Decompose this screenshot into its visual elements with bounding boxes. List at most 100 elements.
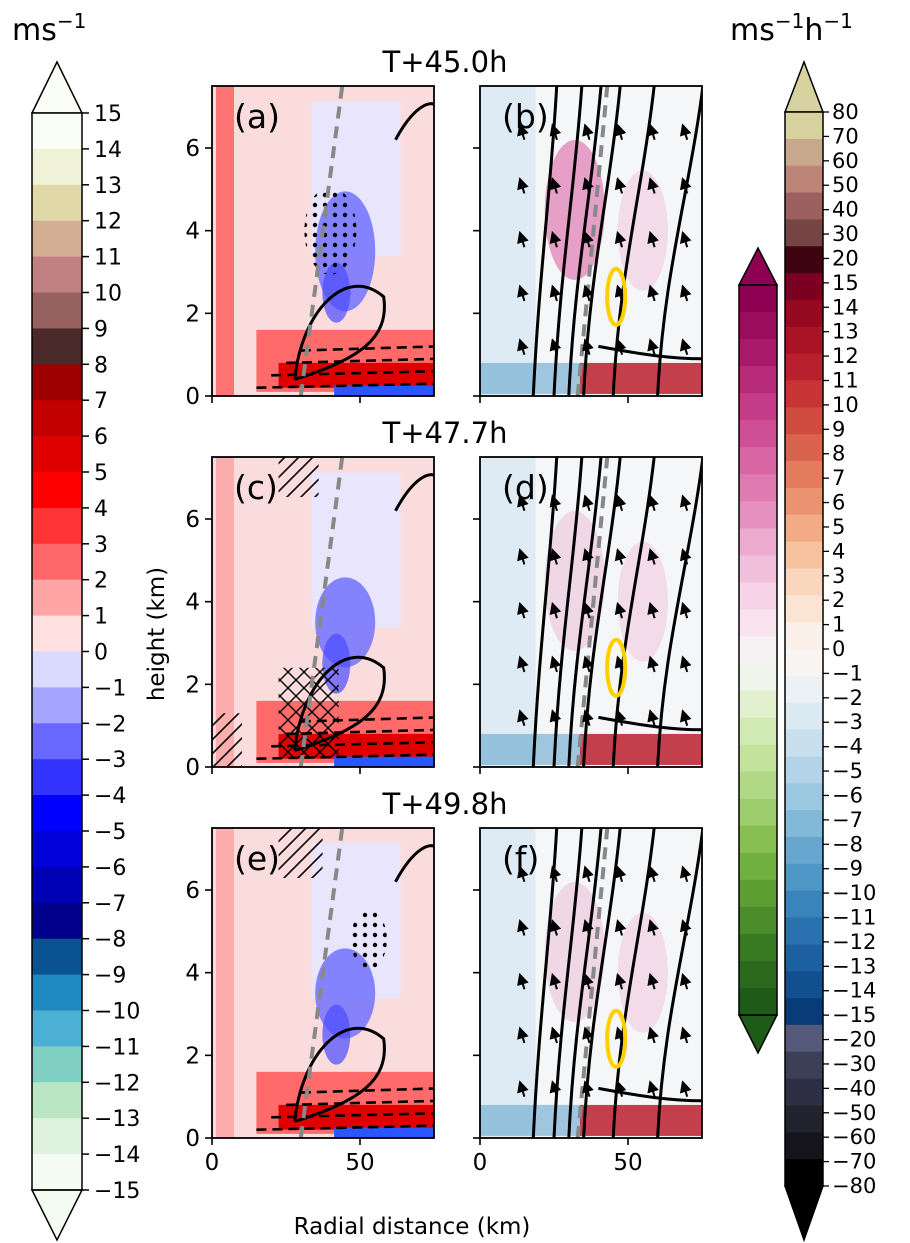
- right-colorbar-tick-label: 5: [832, 515, 845, 539]
- left-colorbar-tick-label: 1: [94, 605, 108, 630]
- right-colorbar-band: [785, 1078, 823, 1107]
- pink-green-colorbar-band: [739, 528, 777, 556]
- pink-green-colorbar-band: [739, 852, 777, 881]
- panel: (c) 0 2 4 6: [185, 456, 435, 781]
- pink-green-colorbar-band: [739, 690, 777, 719]
- left-colorbar-tick-label: 2: [94, 569, 108, 594]
- y-tick-label: 2: [185, 672, 200, 698]
- right-colorbar-tick-label: 7: [832, 466, 845, 490]
- right-colorbar-tick-label: −7: [832, 808, 863, 832]
- panel-row: T+45.0h (a) 0 2 4 6 (b): [185, 45, 703, 410]
- right-colorbar-band: [785, 890, 823, 919]
- right-colorbar-band: [785, 192, 823, 220]
- left-colorbar-tick-label: −8: [94, 928, 126, 953]
- left-colorbar-tick-label: 11: [94, 246, 122, 271]
- right-colorbar-tick-label: −20: [832, 1028, 876, 1052]
- pink-green-colorbar-band: [739, 663, 777, 692]
- left-colorbar-band: [32, 400, 82, 437]
- left-colorbar-tick-label: −12: [94, 1071, 140, 1096]
- left-colorbar-band: [32, 256, 82, 294]
- pink-green-colorbar-band: [739, 285, 777, 313]
- right-colorbar-band: [785, 138, 823, 167]
- left-colorbar-tick-label: 4: [94, 497, 108, 522]
- right-colorbar-band: [785, 836, 823, 865]
- left-colorbar-band: [32, 507, 82, 545]
- y-tick-label: 4: [185, 219, 200, 245]
- right-colorbar-band: [785, 729, 823, 757]
- y-tick-label: 2: [185, 1043, 200, 1069]
- y-tick-label: 0: [185, 384, 200, 410]
- panel: (d): [473, 456, 703, 774]
- pink-green-colorbar-band: [739, 825, 777, 854]
- right-colorbar-tick-label: −60: [832, 1125, 876, 1149]
- pink-green-colorbar-band: [739, 609, 777, 638]
- left-colorbar-tick-label: −7: [94, 892, 126, 917]
- right-colorbar-band: [785, 649, 823, 677]
- right-colorbar-tick-label: 6: [832, 491, 845, 515]
- x-tick-label: 0: [205, 1150, 220, 1176]
- right-colorbar-tick-label: −11: [832, 906, 876, 930]
- panel-label: (c): [234, 468, 278, 507]
- left-colorbar-band: [32, 974, 82, 1012]
- left-colorbar-band: [32, 1010, 82, 1047]
- right-colorbar-band: [785, 461, 823, 489]
- pink-green-colorbar-band: [739, 393, 777, 421]
- left-colorbar-band: [32, 436, 82, 473]
- right-colorbar-band: [785, 702, 823, 731]
- panel-label: (b): [502, 97, 549, 136]
- left-colorbar-tick-label: 14: [94, 138, 122, 163]
- left-colorbar-band: [32, 292, 82, 329]
- y-tick-label: 4: [185, 961, 200, 987]
- right-colorbar-tick-label: −12: [832, 930, 876, 954]
- left-colorbar: ms−1 1514131211109876543210−1−2−3−4−5−6−…: [12, 9, 140, 1242]
- pink-green-colorbar-band: [739, 312, 777, 340]
- panel-label: (f): [502, 839, 539, 878]
- left-colorbar-tick-label: −4: [94, 784, 126, 809]
- left-colorbar-band: [32, 651, 82, 688]
- right-colorbar-band: [785, 783, 823, 811]
- left-colorbar-band: [32, 579, 82, 617]
- right-colorbar-tick-label: −6: [832, 783, 863, 807]
- right-colorbar-tick-label: −8: [832, 832, 863, 856]
- left-colorbar-band: [32, 615, 82, 653]
- y-tick-label: 4: [185, 590, 200, 616]
- right-colorbar-band: [785, 326, 823, 355]
- y-axis-label: height (km): [144, 567, 170, 701]
- left-colorbar-extend-top: [30, 60, 84, 114]
- left-colorbar-tick-label: 12: [94, 210, 122, 235]
- panel-row: T+47.7h (c) 0 2 4 6 (d): [185, 416, 703, 781]
- right-colorbar-band: [785, 917, 823, 945]
- right-colorbar-band: [785, 299, 823, 328]
- right-colorbar-tick-label: −14: [832, 979, 876, 1003]
- right-colorbar-band: [785, 514, 823, 543]
- x-tick-label: 50: [613, 1150, 642, 1176]
- pink-green-colorbar-band: [739, 582, 777, 611]
- x-tick-label: 50: [345, 1150, 374, 1176]
- left-colorbar-band: [32, 938, 82, 976]
- left-colorbar-band: [32, 723, 82, 760]
- pink-green-colorbar-band: [739, 501, 777, 529]
- pink-green-colorbar-band: [739, 906, 777, 935]
- right-colorbar-tick-label: 14: [832, 295, 859, 319]
- right-colorbar-extend-top: [783, 59, 825, 113]
- right-colorbar-band: [785, 595, 823, 623]
- left-colorbar-tick-label: 6: [94, 425, 108, 450]
- right-colorbar-tick-label: −15: [832, 1003, 876, 1027]
- right-colorbar-tick-label: −70: [832, 1150, 876, 1174]
- right-colorbar-band: [785, 407, 823, 435]
- right-colorbar-tick-label: 1: [832, 613, 845, 637]
- right-colorbar-band: [785, 219, 823, 247]
- left-colorbar-band: [32, 1082, 82, 1119]
- right-colorbar-band: [785, 1051, 823, 1080]
- left-colorbar-tick-label: −15: [94, 1179, 140, 1204]
- left-colorbar-tick-label: −2: [94, 712, 126, 737]
- left-colorbar-tick-label: −10: [94, 1000, 140, 1025]
- y-tick-label: 0: [185, 755, 200, 781]
- pink-green-colorbar-band: [739, 447, 777, 475]
- right-colorbar-tick-label: 30: [832, 222, 859, 246]
- left-colorbar-tick-label: 3: [94, 533, 108, 558]
- left-colorbar-tick-label: −3: [94, 748, 126, 773]
- left-colorbar-tick-label: −5: [94, 820, 126, 845]
- right-colorbar-band: [785, 1159, 823, 1187]
